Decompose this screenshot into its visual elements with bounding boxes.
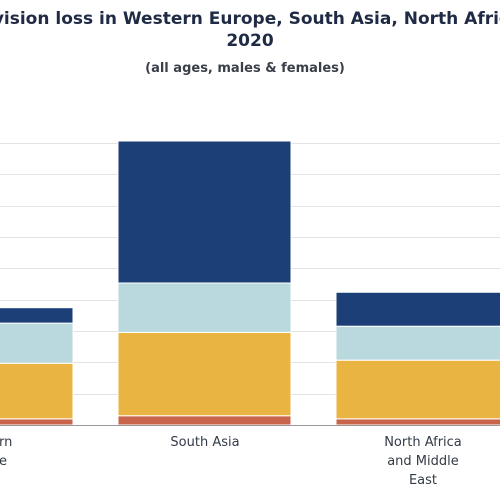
category-label-2-line-1: and Middle — [387, 454, 459, 469]
bar-segment-1-3 — [117, 140, 292, 284]
bar-segment-1-1 — [117, 331, 292, 417]
chart-title-line-2: 2020 — [226, 31, 273, 51]
category-label-2-line-0: North Africa — [384, 435, 462, 450]
category-label-1-line-0: South Asia — [170, 435, 239, 450]
bar-segment-2-2 — [335, 325, 500, 361]
category-label-0-line-0: rn — [0, 435, 12, 450]
bar-segment-2-3 — [335, 291, 500, 327]
category-labels: rn e South Asia North Africa and Middle East — [0, 435, 462, 488]
bar-segment-1-2 — [117, 282, 292, 333]
bar-segment-0-3 — [0, 307, 74, 324]
bar-segment-0-0 — [0, 418, 74, 426]
category-label-2-line-2: East — [409, 473, 437, 488]
bars — [0, 140, 500, 426]
bar-segment-0-2 — [0, 322, 74, 364]
chart-subtitle: (all ages, males & females) — [145, 61, 345, 76]
bar-segment-1-0 — [117, 415, 292, 426]
category-label-0-line-1: e — [0, 454, 7, 469]
chart-title-line-1: f vision loss in Western Europe, South A… — [0, 9, 500, 29]
bar-segment-0-1 — [0, 362, 74, 420]
bar-segment-2-1 — [335, 359, 500, 420]
bar-segment-2-0 — [335, 418, 500, 426]
